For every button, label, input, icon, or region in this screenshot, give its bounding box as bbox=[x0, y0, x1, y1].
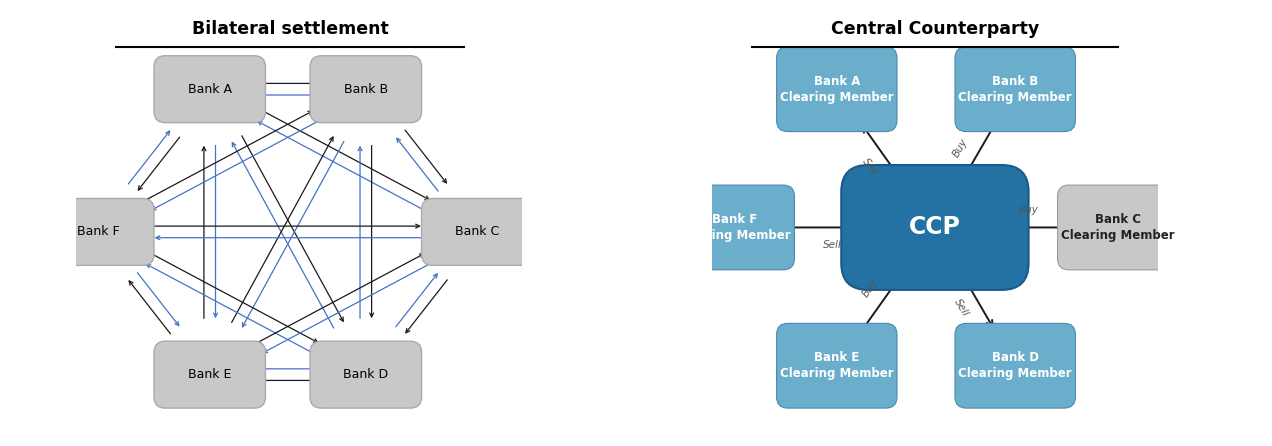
Text: Sell: Sell bbox=[861, 156, 879, 178]
FancyBboxPatch shape bbox=[421, 198, 533, 265]
Text: Bank F: Bank F bbox=[76, 225, 120, 239]
FancyBboxPatch shape bbox=[154, 341, 266, 408]
FancyBboxPatch shape bbox=[1057, 185, 1178, 270]
Text: Bank E: Bank E bbox=[188, 368, 232, 381]
FancyBboxPatch shape bbox=[42, 198, 154, 265]
Point bbox=[457, 44, 472, 50]
Text: Sell: Sell bbox=[823, 240, 842, 250]
Text: Bank B
Clearing Member: Bank B Clearing Member bbox=[958, 74, 1072, 104]
Text: Buy: Buy bbox=[860, 277, 880, 299]
Text: Bilateral settlement: Bilateral settlement bbox=[192, 20, 388, 38]
Text: Buy: Buy bbox=[1019, 205, 1038, 215]
Text: Bank B: Bank B bbox=[343, 83, 388, 96]
FancyBboxPatch shape bbox=[841, 165, 1029, 290]
Text: Bank D
Clearing Member: Bank D Clearing Member bbox=[958, 351, 1072, 380]
Text: Sell: Sell bbox=[951, 297, 969, 318]
Text: Bank C: Bank C bbox=[455, 225, 500, 239]
Text: Buy: Buy bbox=[951, 136, 971, 158]
FancyBboxPatch shape bbox=[674, 185, 795, 270]
FancyBboxPatch shape bbox=[310, 56, 421, 123]
FancyBboxPatch shape bbox=[955, 47, 1075, 132]
FancyBboxPatch shape bbox=[154, 56, 266, 123]
Point bbox=[108, 44, 123, 50]
Text: Central Counterparty: Central Counterparty bbox=[831, 20, 1039, 38]
Text: Bank E
Clearing Member: Bank E Clearing Member bbox=[780, 351, 894, 380]
FancyBboxPatch shape bbox=[777, 47, 897, 132]
Text: CCP: CCP bbox=[909, 215, 960, 240]
FancyBboxPatch shape bbox=[955, 323, 1075, 408]
Text: Bank A
Clearing Member: Bank A Clearing Member bbox=[780, 74, 894, 104]
FancyBboxPatch shape bbox=[777, 323, 897, 408]
Text: Bank F
Clearing Member: Bank F Clearing Member bbox=[678, 213, 791, 242]
Text: Bank D: Bank D bbox=[343, 368, 388, 381]
Text: Bank C
Clearing Member: Bank C Clearing Member bbox=[1061, 213, 1174, 242]
Text: Bank A: Bank A bbox=[188, 83, 232, 96]
FancyBboxPatch shape bbox=[310, 341, 421, 408]
